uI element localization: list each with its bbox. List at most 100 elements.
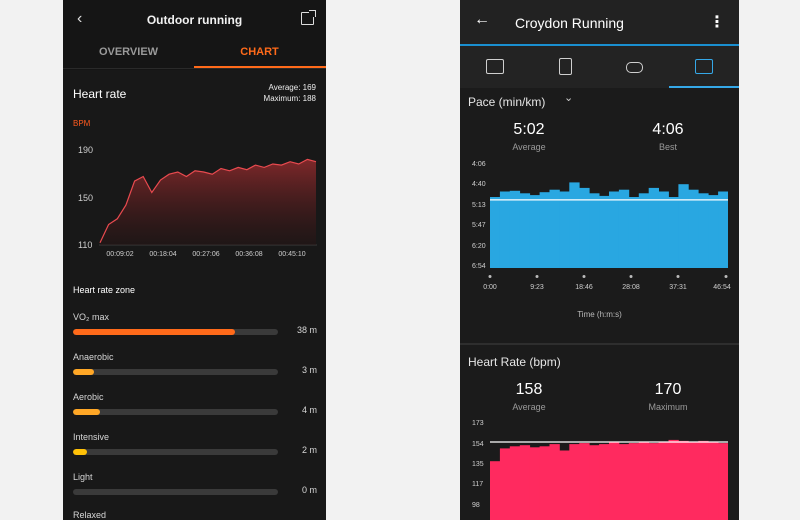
- pace-bar: [698, 193, 709, 268]
- heart-rate-bar: [609, 442, 620, 520]
- x-tick-label: 46:54: [713, 284, 731, 291]
- zone-bar-fill: [73, 369, 94, 375]
- pace-bar: [718, 191, 728, 268]
- tab-laps[interactable]: [600, 46, 669, 88]
- active-tab-indicator: [194, 66, 326, 68]
- chevron-down-icon[interactable]: ⌄: [564, 92, 574, 104]
- x-tick-label: 00:27:06: [192, 251, 220, 258]
- zone-duration: 2 m: [301, 445, 317, 455]
- pace-bar: [599, 195, 610, 268]
- heart-rate-bar: [708, 442, 719, 520]
- zone-duration: 0 m: [301, 485, 317, 495]
- y-tick-label: 154: [472, 441, 484, 448]
- y-tick-label: 110: [78, 240, 93, 250]
- y-tick-label: 190: [78, 145, 94, 155]
- pace-average-label: Average: [512, 142, 546, 152]
- zone-row: Aerobic 4 m: [73, 392, 317, 422]
- x-tick-dot: [629, 275, 633, 278]
- heart-rate-bar: [519, 445, 531, 520]
- heart-rate-zone-title: Heart rate zone: [73, 285, 136, 295]
- pace-x-axis-label: Time (h:m:s): [577, 310, 622, 319]
- x-tick-dot: [724, 275, 728, 278]
- y-tick-label: 6:20: [472, 243, 486, 250]
- x-tick-dot: [582, 275, 586, 278]
- y-tick-label: 6:54: [472, 263, 486, 270]
- zone-name: Aerobic: [73, 392, 104, 402]
- y-tick-label: 150: [78, 193, 94, 203]
- heart-rate-average-value: 158: [515, 381, 543, 398]
- zone-bar-fill: [73, 329, 235, 335]
- zone-duration: 38 m: [296, 325, 317, 335]
- pace-title: Pace (min/km): [468, 95, 546, 109]
- pace-bar: [529, 195, 540, 268]
- more-options-icon[interactable]: ⋮: [709, 14, 725, 31]
- heart-rate-bar: [668, 439, 679, 520]
- active-tab-indicator: [669, 86, 739, 88]
- x-tick-dot: [535, 275, 539, 278]
- heart-rate-chart: [490, 439, 728, 520]
- heart-rate-maximum-label: Maximum: [648, 402, 688, 412]
- zone-duration: 4 m: [301, 405, 317, 415]
- pace-bar: [549, 189, 560, 268]
- y-tick-label: 4:06: [472, 161, 486, 168]
- heart-rate-bar: [549, 444, 560, 520]
- zone-row: Anaerobic 3 m: [73, 352, 317, 382]
- page-title: Outdoor running: [146, 13, 243, 27]
- heart-rate-bar: [509, 446, 521, 520]
- heart-rate-bar: [559, 450, 570, 520]
- zone-row: Intensive 2 m: [73, 432, 317, 462]
- laps-icon: [626, 62, 643, 73]
- heart-rate-bar: [648, 443, 659, 520]
- y-tick-label: 5:47: [472, 222, 486, 229]
- pace-best-value: 4:06: [652, 121, 684, 138]
- heart-rate-average-label: Average: [512, 402, 546, 412]
- heart-rate-bar: [658, 442, 669, 520]
- x-tick-label: 00:36:08: [235, 251, 263, 258]
- tab-bar: [460, 46, 739, 88]
- heart-rate-bar: [490, 461, 501, 520]
- pace-bar: [688, 189, 699, 268]
- tab-charts[interactable]: [669, 46, 738, 88]
- pace-chart: [490, 182, 728, 268]
- croydon-running-app: ← Croydon Running ⋮ Pace (min/km) ⌄ 5:02…: [460, 0, 739, 520]
- heart-rate-title: Heart Rate (bpm): [468, 355, 561, 369]
- zone-bar-track: [73, 329, 278, 335]
- pace-bar: [648, 187, 659, 268]
- pace-bar: [579, 187, 590, 268]
- tab-chart[interactable]: CHART: [240, 46, 279, 58]
- back-arrow-icon[interactable]: ←: [474, 11, 490, 28]
- heart-rate-bar: [678, 440, 689, 520]
- pace-bar: [658, 191, 669, 268]
- pace-bar: [539, 192, 550, 268]
- tab-summary[interactable]: [460, 46, 529, 88]
- share-icon[interactable]: [301, 10, 316, 25]
- pace-bar: [618, 189, 630, 268]
- y-tick-label: 173: [472, 420, 484, 427]
- heart-rate-bar: [569, 444, 580, 520]
- pace-bar: [519, 193, 531, 268]
- x-tick-dot: [488, 275, 492, 278]
- zone-bar-track: [73, 409, 278, 415]
- zone-duration: 3 m: [301, 365, 317, 375]
- divider: [63, 68, 326, 69]
- zone-row: VO₂ max 38 m: [73, 312, 317, 342]
- pace-bar: [509, 190, 521, 268]
- x-tick-label: 28:08: [622, 284, 640, 291]
- zone-row: Light 0 m: [73, 472, 317, 502]
- page-title: Croydon Running: [515, 15, 624, 31]
- heart-rate-bar: [579, 443, 590, 520]
- tab-details[interactable]: [530, 46, 599, 88]
- heart-rate-area: [100, 159, 316, 245]
- heart-rate-bar: [589, 445, 600, 520]
- x-tick-label: 37:31: [669, 284, 687, 291]
- heart-rate-bar: [718, 443, 728, 520]
- pace-bar: [628, 197, 640, 268]
- y-tick-label: 117: [472, 481, 484, 488]
- tab-overview[interactable]: OVERVIEW: [98, 46, 159, 58]
- details-icon: [559, 58, 572, 75]
- y-tick-label: 135: [472, 461, 484, 468]
- zone-bar-fill: [73, 409, 100, 415]
- pace-bar: [668, 197, 679, 268]
- heart-rate-bar: [628, 443, 640, 520]
- back-arrow-icon[interactable]: ‹: [77, 10, 83, 27]
